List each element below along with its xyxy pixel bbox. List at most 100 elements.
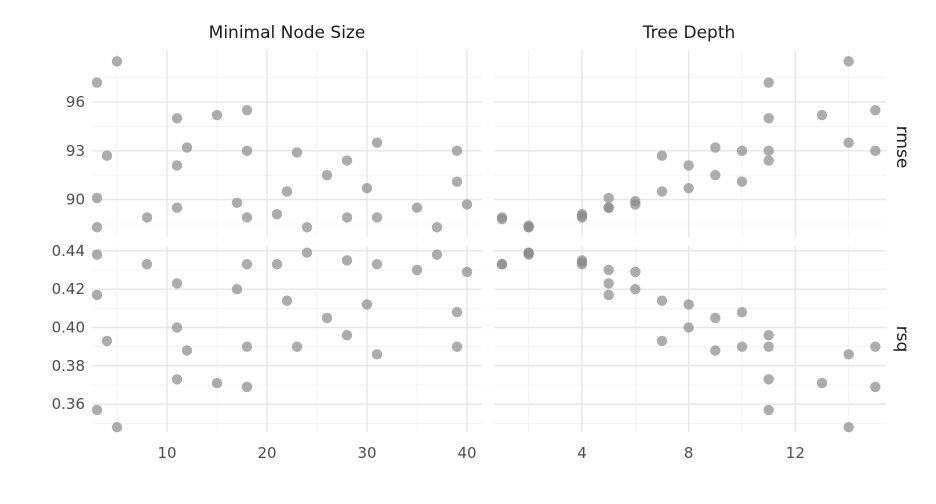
data-point bbox=[843, 349, 854, 360]
data-point bbox=[603, 202, 614, 213]
data-point bbox=[241, 104, 253, 116]
data-point bbox=[523, 222, 534, 233]
data-point bbox=[451, 306, 463, 318]
data-point bbox=[816, 109, 828, 121]
data-point bbox=[870, 341, 881, 352]
data-point bbox=[291, 341, 303, 352]
data-point bbox=[496, 259, 508, 270]
data-point bbox=[710, 312, 721, 324]
data-point bbox=[763, 155, 774, 166]
data-point bbox=[91, 222, 103, 233]
x-tick-label: 20 bbox=[257, 444, 276, 462]
data-point bbox=[111, 56, 123, 67]
data-point bbox=[321, 170, 333, 181]
data-point bbox=[431, 249, 443, 260]
data-point bbox=[241, 381, 253, 393]
data-point bbox=[683, 299, 694, 310]
data-point bbox=[171, 374, 183, 385]
data-point bbox=[763, 113, 774, 124]
data-point bbox=[281, 295, 293, 306]
data-point bbox=[656, 335, 668, 347]
data-point bbox=[171, 278, 183, 289]
y-tick-label: 0.44 bbox=[52, 242, 85, 260]
data-point bbox=[141, 259, 153, 270]
facet-label-tree-depth: Tree Depth bbox=[642, 23, 736, 43]
data-point bbox=[763, 145, 774, 157]
data-point bbox=[341, 255, 353, 266]
panel-rmse-0: 90 93 96 bbox=[66, 50, 482, 237]
data-point bbox=[656, 150, 668, 161]
data-point bbox=[291, 147, 303, 158]
data-point bbox=[281, 186, 293, 197]
data-point bbox=[763, 374, 774, 385]
data-point bbox=[576, 212, 588, 223]
data-point bbox=[461, 266, 473, 278]
data-point bbox=[301, 222, 313, 233]
y-tick-label: 93 bbox=[66, 142, 85, 160]
data-point bbox=[870, 145, 881, 157]
data-point bbox=[181, 345, 193, 356]
data-point bbox=[736, 176, 748, 187]
data-point bbox=[171, 160, 183, 171]
data-point bbox=[241, 259, 253, 270]
data-point bbox=[411, 264, 423, 276]
y-tick-label: 0.36 bbox=[52, 395, 85, 413]
data-point bbox=[411, 202, 423, 213]
data-point bbox=[630, 199, 641, 210]
data-point bbox=[710, 142, 721, 153]
data-point bbox=[211, 109, 223, 121]
panel-rmse-1 bbox=[494, 50, 886, 237]
panels: 90 93 96 0.36 0.38 0.40 0.42 0.44 10 20 30 40 4 8 12 bbox=[52, 50, 886, 462]
data-point bbox=[683, 322, 694, 333]
data-point bbox=[101, 335, 113, 347]
data-point bbox=[361, 299, 373, 310]
y-tick-label: 0.40 bbox=[52, 318, 85, 336]
data-point bbox=[763, 404, 774, 416]
data-point bbox=[603, 278, 614, 289]
data-point bbox=[736, 306, 748, 318]
data-point bbox=[736, 341, 748, 352]
data-point bbox=[461, 199, 473, 210]
data-point bbox=[843, 422, 854, 433]
data-point bbox=[371, 259, 383, 270]
data-point bbox=[431, 222, 443, 233]
data-point bbox=[763, 77, 774, 88]
data-point bbox=[341, 155, 353, 166]
data-point bbox=[763, 341, 774, 352]
data-point bbox=[763, 329, 774, 341]
data-point bbox=[451, 145, 463, 157]
data-point bbox=[271, 209, 283, 220]
data-point bbox=[271, 259, 283, 270]
data-point bbox=[710, 170, 721, 181]
data-point bbox=[843, 56, 854, 67]
data-point bbox=[576, 257, 588, 268]
x-tick-label: 12 bbox=[786, 444, 805, 462]
data-point bbox=[603, 264, 614, 276]
y-tick-label: 0.38 bbox=[52, 357, 85, 375]
data-point bbox=[816, 377, 828, 389]
data-point bbox=[171, 202, 183, 213]
data-point bbox=[523, 247, 534, 258]
data-point bbox=[630, 283, 641, 295]
data-point bbox=[91, 77, 103, 88]
data-point bbox=[91, 289, 103, 301]
x-tick-label: 4 bbox=[577, 444, 587, 462]
data-point bbox=[241, 145, 253, 157]
facet-label-minimal-node-size: Minimal Node Size bbox=[209, 23, 366, 43]
x-tick-label: 8 bbox=[684, 444, 694, 462]
data-point bbox=[211, 377, 223, 389]
data-point bbox=[371, 212, 383, 223]
data-point bbox=[341, 212, 353, 223]
y-tick-label: 96 bbox=[66, 93, 85, 111]
data-point bbox=[371, 349, 383, 360]
data-point bbox=[870, 104, 881, 116]
data-point bbox=[241, 341, 253, 352]
facet-label-rsq: rsq bbox=[892, 326, 912, 353]
data-point bbox=[231, 283, 243, 295]
data-point bbox=[241, 212, 253, 223]
data-point bbox=[710, 345, 721, 356]
data-point bbox=[451, 341, 463, 352]
data-point bbox=[231, 197, 243, 209]
data-point bbox=[171, 113, 183, 124]
